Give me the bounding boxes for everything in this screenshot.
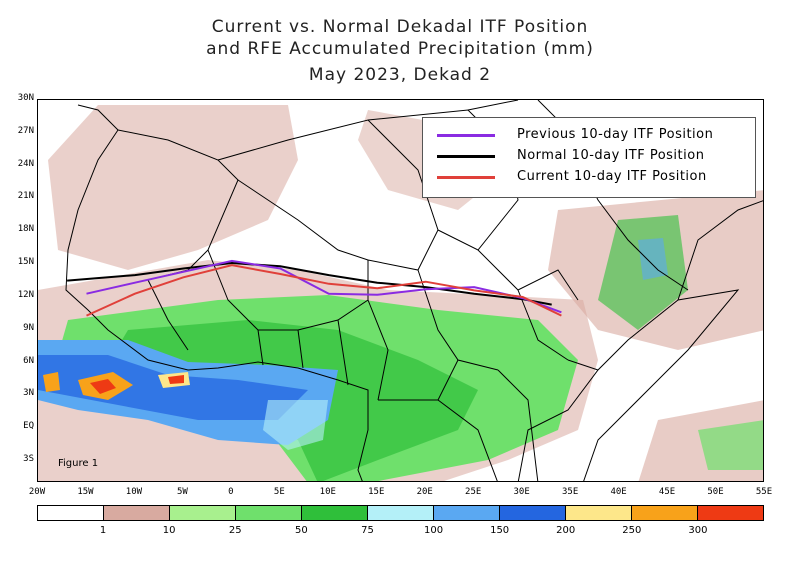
colorbar-swatch [170, 506, 236, 520]
longitude-label: 40E [610, 487, 627, 497]
colorbar-label: 150 [490, 525, 510, 536]
longitude-label: 10E [319, 487, 336, 497]
colorbar-swatch [302, 506, 368, 520]
colorbar-swatch [104, 506, 170, 520]
colorbar-label: 25 [228, 525, 242, 536]
longitude-label: 45E [658, 487, 676, 497]
colorbar-swatch [566, 506, 632, 520]
map-title-line2: and RFE Accumulated Precipitation (mm) [206, 39, 594, 59]
itf-line-previous [86, 259, 562, 314]
itf-lines [67, 259, 562, 317]
map-canvas [38, 100, 763, 481]
legend-swatch-previous [437, 134, 495, 137]
longitude-label: 0 [228, 487, 234, 497]
precipitation-colorbar [37, 505, 764, 521]
colorbar-label: 1 [99, 525, 107, 536]
longitude-label: 20W [28, 487, 46, 497]
latitude-label: 24N [17, 158, 34, 169]
latitude-label: 30N [17, 93, 34, 103]
longitude-label: 5E [273, 487, 285, 497]
legend-item-normal: Normal 10-day ITF Position [423, 146, 755, 166]
map-title-line3: May 2023, Dekad 2 [308, 65, 492, 85]
latitude-label: 21N [17, 191, 34, 202]
legend-label-current: Current 10-day ITF Position [517, 169, 707, 184]
legend-label-previous: Previous 10-day ITF Position [517, 127, 714, 142]
latitude-label: 3S [23, 454, 34, 465]
latitude-label: 15N [17, 257, 34, 268]
colorbar-label: 250 [622, 525, 642, 536]
longitude-label: 15W [77, 487, 94, 497]
legend: Previous 10-day ITF Position Normal 10-d… [422, 117, 756, 198]
colorbar-label: 50 [294, 525, 308, 536]
colorbar-swatch [434, 506, 500, 520]
legend-item-previous: Previous 10-day ITF Position [423, 125, 755, 145]
colorbar-label: 10 [162, 525, 176, 536]
latitude-label: 6N [23, 355, 34, 366]
rainfall-shading [38, 105, 763, 481]
longitude-label: 5W [176, 487, 188, 497]
latitude-label: EQ [23, 421, 34, 432]
longitude-label: 50E [707, 487, 724, 497]
colorbar-label: 300 [688, 525, 708, 536]
longitude-label: 25E [465, 487, 482, 497]
longitude-label: 10W [125, 487, 143, 497]
itf-line-current [86, 264, 562, 317]
latitude-label: 18N [17, 224, 34, 235]
country-borders [65, 100, 763, 481]
colorbar-label: 200 [556, 525, 576, 536]
colorbar-label: 75 [361, 525, 374, 536]
latitude-label: 12N [17, 289, 34, 300]
colorbar-swatch [38, 506, 104, 520]
legend-swatch-normal [437, 155, 495, 158]
colorbar-swatch [500, 506, 566, 520]
map-title-line1: Current vs. Normal Dekadal ITF Position [211, 17, 589, 37]
colorbar-swatch [368, 506, 434, 520]
longitude-label: 30E [513, 487, 530, 497]
latitude-label: 27N [17, 125, 34, 136]
colorbar-swatch [698, 506, 763, 520]
longitude-label: 15E [368, 487, 385, 497]
itf-line-normal [67, 261, 552, 306]
figure-label: Figure 1 [58, 458, 99, 469]
latitude-label: 3N [23, 388, 34, 399]
legend-label-normal: Normal 10-day ITF Position [517, 148, 705, 163]
longitude-label: 55E [755, 487, 773, 497]
colorbar-swatch [236, 506, 302, 520]
longitude-label: 35E [561, 487, 579, 497]
latitude-label: 9N [23, 322, 34, 333]
longitude-label: 20E [416, 487, 433, 497]
colorbar-label: 100 [423, 525, 444, 536]
legend-item-current: Current 10-day ITF Position [423, 167, 755, 187]
colorbar-swatch [632, 506, 698, 520]
legend-swatch-current [437, 176, 495, 179]
